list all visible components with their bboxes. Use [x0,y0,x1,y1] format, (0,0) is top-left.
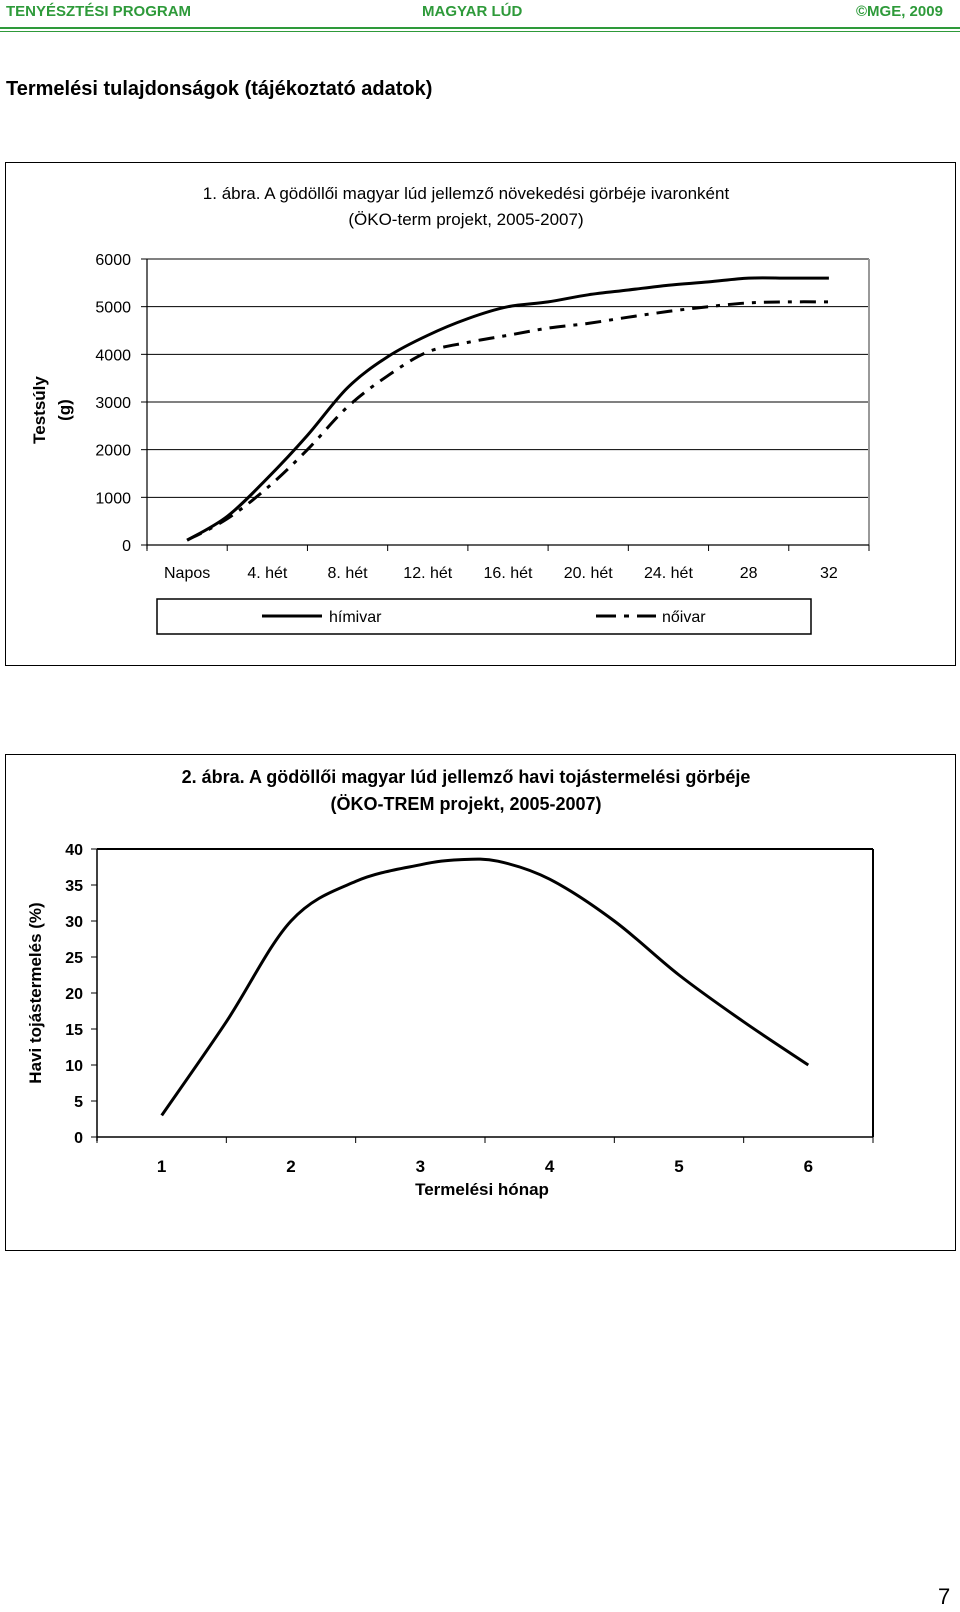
chart2-ytick-label: 15 [65,1022,83,1039]
chart1-series-line-himivar [186,276,829,542]
chart1-legend-label-himivar: hímivar [329,609,382,626]
header-breed-title: MAGYAR LÚD [422,3,523,20]
chart1-xtick-label: 28 [740,565,758,582]
chart1-xtick-label: 24. hét [644,565,693,582]
chart2-series-line [160,857,810,1117]
chart1-ytick-label: 3000 [95,395,131,412]
chart1-xtick-label: Napos [164,565,210,582]
chart2-ytick-label: 30 [65,914,83,931]
section-title: Termelési tulajdonságok (tájékoztató ada… [6,78,433,100]
chart2-xtick-label: 1 [157,1157,166,1176]
page-number: 7 [938,1584,951,1609]
chart1-legend-label-noivar: nőivar [662,609,706,626]
chart2-xtick-label: 5 [674,1157,683,1176]
header-copyright: ©MGE, 2009 [856,3,943,20]
chart1-ylabel-line1: Testsúly [30,376,49,444]
chart1-xtick-label: 12. hét [403,565,452,582]
chart1-xtick-label: 32 [820,565,838,582]
chart2-ytick-label: 20 [65,986,83,1003]
egg-chart-frame [5,754,956,1251]
chart2-title-line1: 2. ábra. A gödöllői magyar lúd jellemző … [182,767,751,787]
growth-chart-frame [5,162,956,666]
chart1-title-line2: (ÖKO-term projekt, 2005-2007) [348,210,583,229]
chart1-xtick-label: 8. hét [328,565,369,582]
chart1-xtick-label: 20. hét [564,565,613,582]
chart1-ytick-label: 1000 [95,490,131,507]
page-header: TENYÉSZTÉSI PROGRAM MAGYAR LÚD ©MGE, 200… [0,0,960,28]
chart1-ytick-label: 6000 [95,252,131,269]
chart1-title-line1: 1. ábra. A gödöllői magyar lúd jellemző … [203,184,730,203]
chart2-xtick-label: 6 [804,1157,813,1176]
chart2-xtick-label: 2 [286,1157,295,1176]
chart2-title-line2: (ÖKO-TREM projekt, 2005-2007) [330,794,601,814]
chart2-xtick-label: 4 [545,1157,555,1176]
chart1-series-line-noivar [186,300,829,542]
chart2-ytick-label: 5 [74,1094,83,1111]
chart2-ytick-label: 10 [65,1058,83,1075]
chart1-ytick-label: 5000 [95,300,131,317]
chart1-ytick-label: 4000 [95,347,131,364]
header-rule [0,27,960,29]
chart2-xtick-label: 3 [416,1157,425,1176]
chart1-ylabel-line2: (g) [55,399,74,421]
header-rule-thin [0,31,960,32]
chart1-legend-box [156,598,812,635]
chart1-ytick-label: 2000 [95,443,131,460]
header-program-title: TENYÉSZTÉSI PROGRAM [6,3,192,20]
chart2-ylabel: Havi tojástermelés (%) [26,902,45,1083]
chart2-ytick-label: 40 [65,842,83,859]
chart1-xtick-label: 4. hét [247,565,288,582]
chart1-xtick-label: 16. hét [484,565,533,582]
chart2-ytick-label: 0 [74,1130,83,1147]
chart2-ytick-label: 25 [65,950,83,967]
chart2-xlabel: Termelési hónap [415,1180,549,1199]
chart2-ytick-label: 35 [65,878,83,895]
chart1-ytick-label: 0 [122,538,131,555]
